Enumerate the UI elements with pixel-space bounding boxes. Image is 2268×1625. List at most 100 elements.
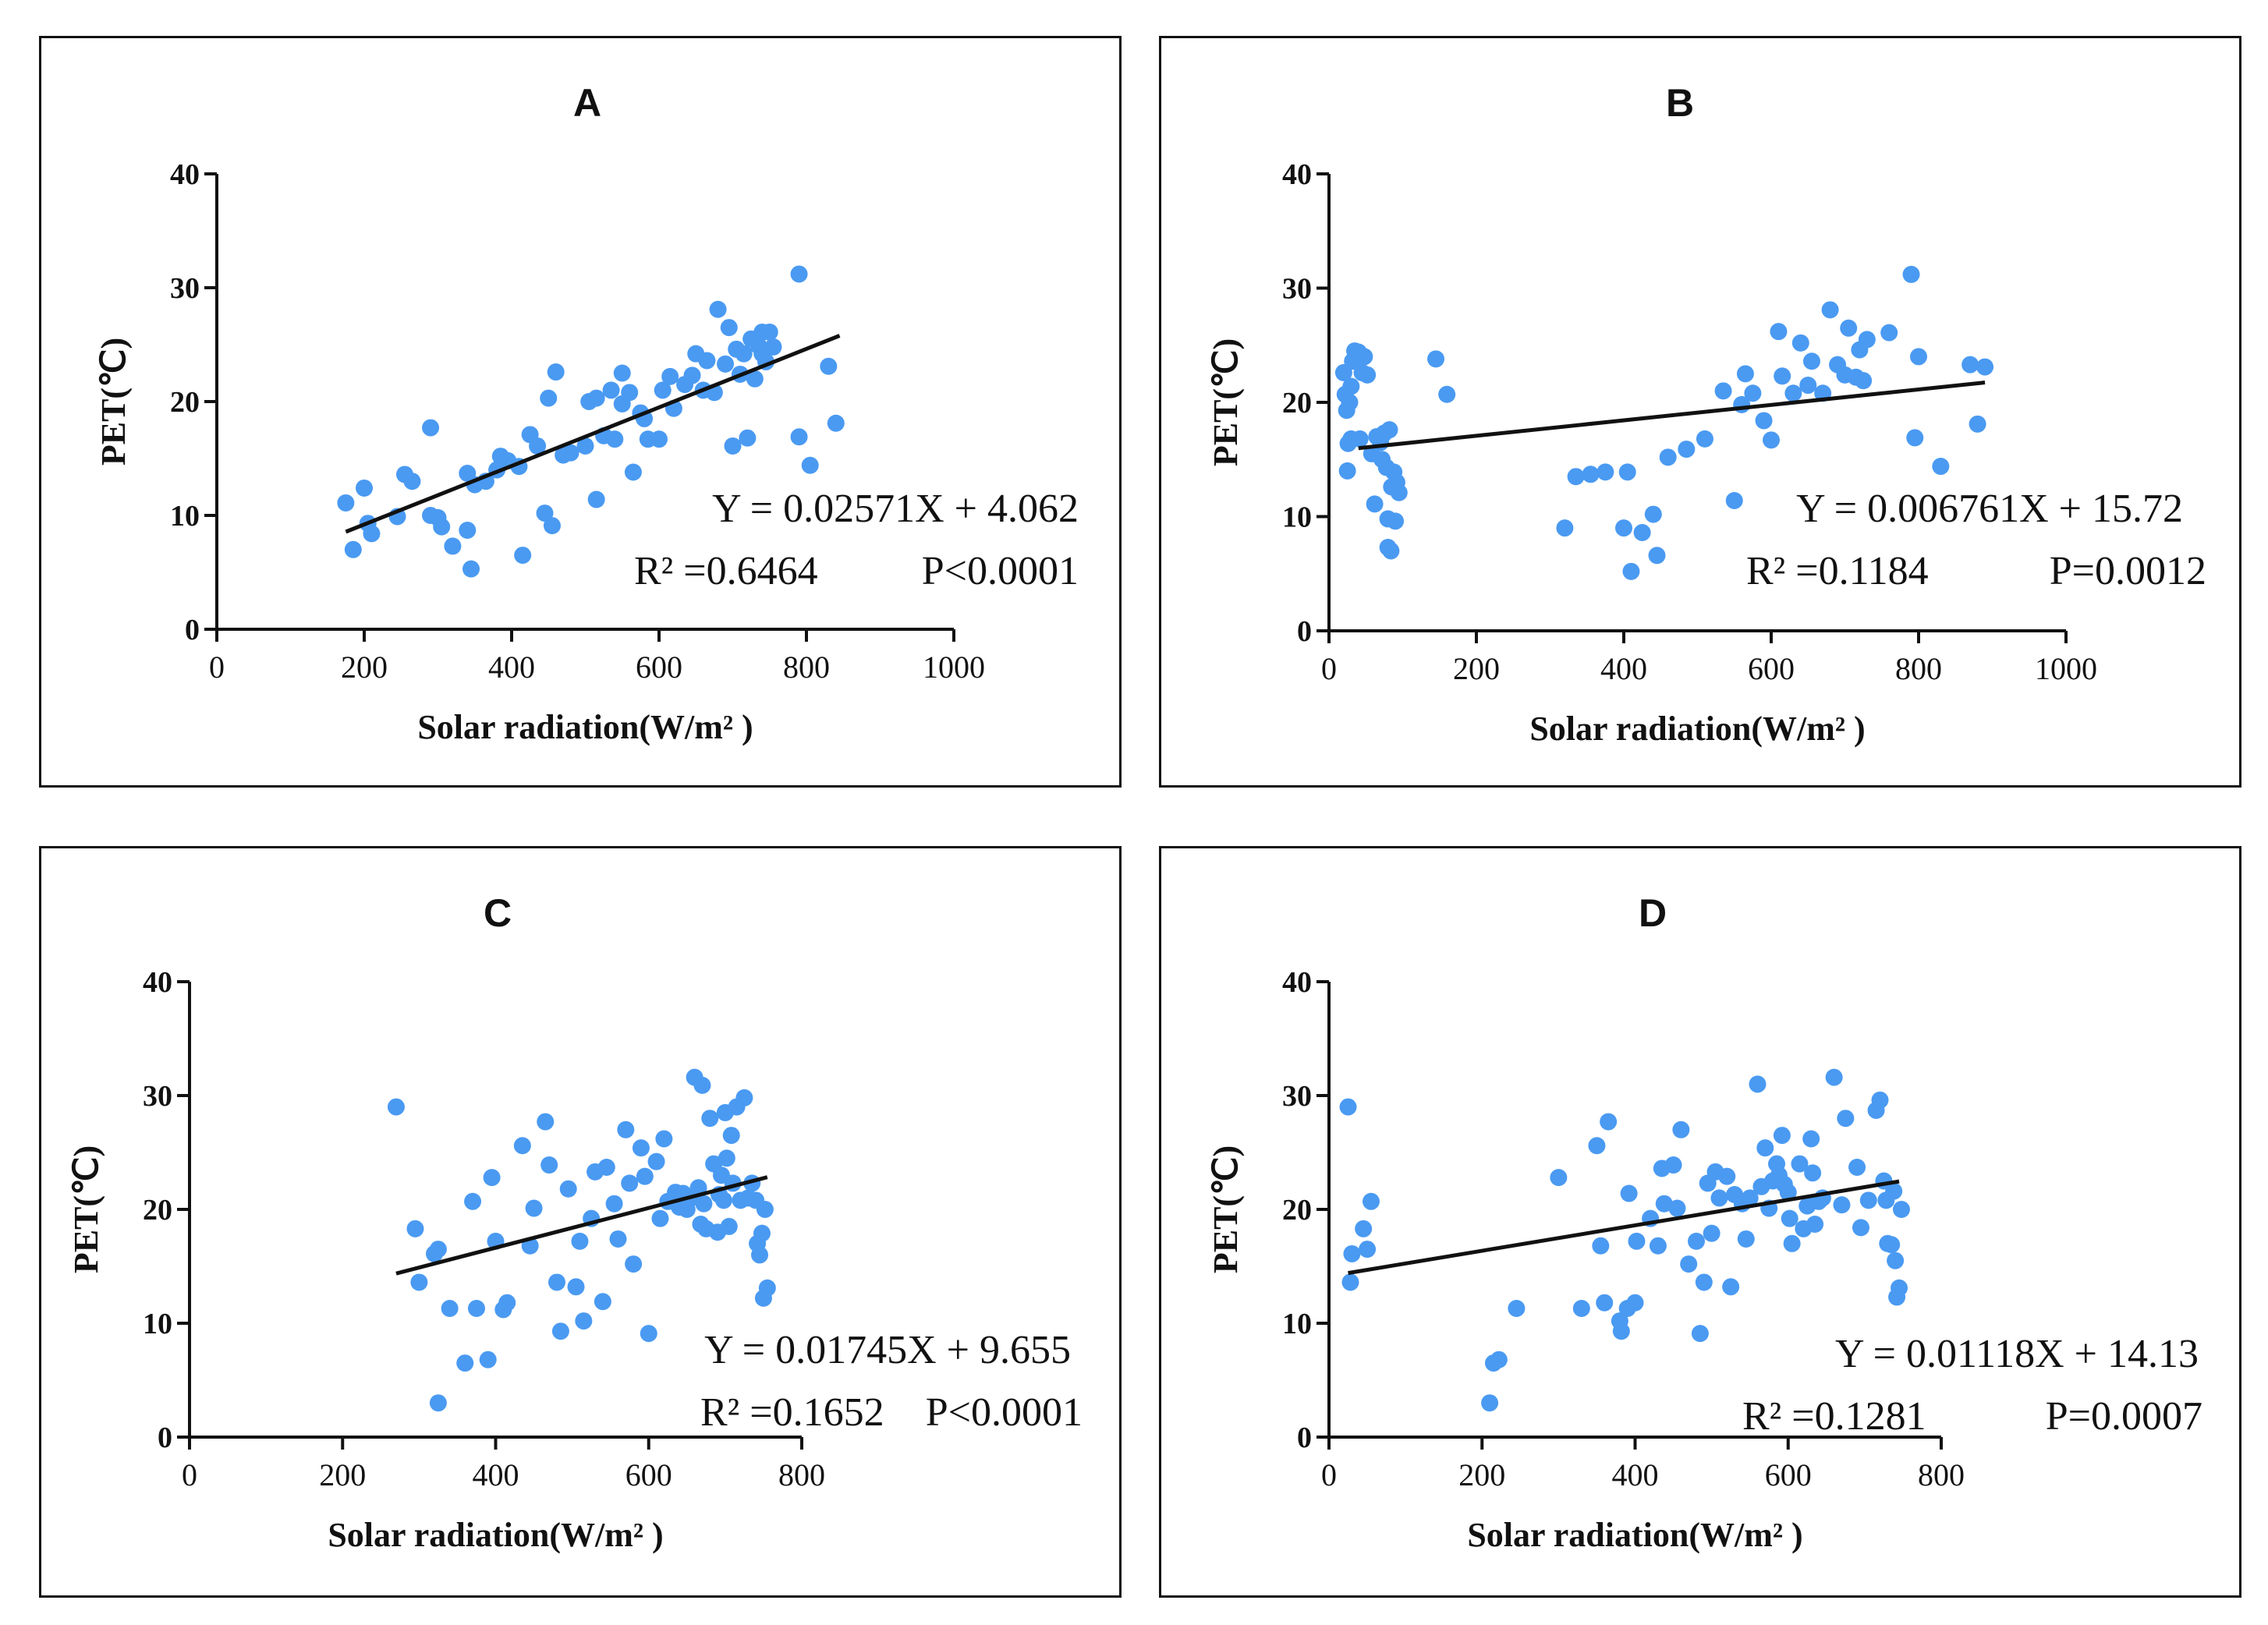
chart-panel-c: C 0 10 20 30 40 0 200 400 600 800 Solar radiation(W… xyxy=(39,846,1122,1598)
x-tick-label: 0 xyxy=(209,650,225,685)
data-point xyxy=(1741,1189,1759,1207)
data-point xyxy=(1821,301,1839,319)
data-point xyxy=(1359,366,1377,384)
data-point xyxy=(1659,448,1677,466)
x-tick-label: 400 xyxy=(1600,651,1647,686)
x-tick-label: 200 xyxy=(319,1457,366,1492)
data-point xyxy=(720,1217,738,1235)
data-point xyxy=(709,300,727,318)
data-point xyxy=(1802,352,1820,370)
data-point xyxy=(1892,1201,1910,1218)
x-tick-label: 600 xyxy=(625,1457,672,1492)
data-point xyxy=(498,1294,516,1312)
data-point xyxy=(735,1089,753,1106)
data-point xyxy=(1380,421,1398,439)
data-point xyxy=(650,430,668,448)
x-tick-label: 200 xyxy=(1453,651,1500,686)
y-tick-label: 0 xyxy=(1297,1421,1312,1454)
data-point xyxy=(1791,1155,1809,1173)
data-point xyxy=(576,437,594,455)
data-point xyxy=(537,1113,555,1131)
x-tick-label: 200 xyxy=(1458,1457,1505,1492)
data-point xyxy=(551,1322,569,1340)
y-tick-label: 10 xyxy=(143,1308,172,1340)
data-point xyxy=(1438,385,1456,403)
data-point xyxy=(1382,542,1400,560)
data-point xyxy=(1783,1234,1801,1252)
data-point xyxy=(654,381,672,399)
chart-title: A xyxy=(573,81,601,125)
data-point xyxy=(1668,1199,1686,1217)
data-point xyxy=(1582,466,1600,483)
data-point xyxy=(1648,547,1666,565)
x-tick-label: 600 xyxy=(1765,1457,1812,1492)
y-tick-label: 30 xyxy=(143,1080,172,1113)
data-point xyxy=(540,389,558,407)
data-point xyxy=(1567,468,1585,486)
chart-panel-b: B 0 10 20 30 40 0 200 400 600 800 1000 Solar radiati… xyxy=(1159,36,2241,788)
data-point xyxy=(1366,495,1384,513)
data-point xyxy=(1837,1110,1855,1128)
data-point xyxy=(1859,1191,1877,1209)
data-point xyxy=(1773,1127,1791,1145)
data-point xyxy=(1871,1091,1889,1109)
chart-panel-d: D 0 10 20 30 40 0 200 400 600 800 Solar radiation(W… xyxy=(1159,846,2241,1598)
data-point xyxy=(717,355,735,373)
data-point xyxy=(459,521,477,539)
p-value: P<0.0001 xyxy=(926,1390,1083,1435)
regression-equation: Y = 0.02571X + 4.062 xyxy=(712,487,1079,531)
data-point xyxy=(548,1273,565,1291)
data-point xyxy=(820,357,838,375)
data-point xyxy=(540,1156,558,1174)
data-point xyxy=(433,518,451,536)
data-point xyxy=(1622,562,1640,580)
data-point xyxy=(387,1098,405,1116)
data-point xyxy=(1618,463,1636,481)
data-point xyxy=(1612,1322,1630,1340)
data-point xyxy=(751,1246,769,1264)
data-point xyxy=(337,494,355,512)
y-tick-label: 10 xyxy=(1282,501,1312,534)
data-point xyxy=(547,363,565,381)
y-axis-label: PET(℃) xyxy=(94,338,133,466)
y-tick-label: 20 xyxy=(170,386,200,419)
data-point xyxy=(479,1351,497,1368)
data-point xyxy=(1744,384,1762,402)
x-axis-label: Solar radiation(W/m² ) xyxy=(328,1516,663,1554)
data-point xyxy=(661,367,679,385)
data-point xyxy=(1427,350,1445,368)
data-point xyxy=(605,1195,623,1213)
r-squared-value: R² =0.1281 xyxy=(1742,1394,1926,1439)
data-point xyxy=(609,1230,627,1248)
data-point xyxy=(1341,1273,1359,1291)
y-tick-label: 40 xyxy=(143,966,172,999)
chart-panel-a: A 0 10 20 30 40 0 200 400 600 800 1000 Solar radiati… xyxy=(39,36,1122,788)
data-point xyxy=(1644,505,1662,523)
regression-line xyxy=(395,1175,768,1276)
y-tick-label: 30 xyxy=(1282,1080,1312,1113)
data-point xyxy=(441,1300,459,1318)
y-axis-label: PET(℃) xyxy=(1207,338,1245,466)
data-point xyxy=(724,437,742,455)
data-point xyxy=(1885,1182,1903,1200)
data-point xyxy=(1825,1068,1843,1086)
data-point xyxy=(1770,323,1788,341)
data-point xyxy=(406,1220,424,1237)
r-squared-value: R² =0.1652 xyxy=(700,1390,884,1435)
data-point xyxy=(636,1167,654,1185)
data-point xyxy=(617,1121,635,1138)
x-tick-label: 0 xyxy=(1321,651,1337,686)
data-point xyxy=(756,1201,774,1218)
data-point xyxy=(718,1149,735,1167)
x-tick-label: 1000 xyxy=(923,650,985,685)
data-point xyxy=(651,1209,669,1227)
data-point xyxy=(613,364,631,382)
data-point xyxy=(1736,365,1754,383)
data-point xyxy=(462,560,480,578)
data-point xyxy=(1680,1255,1698,1273)
x-tick-label: 600 xyxy=(1748,651,1795,686)
data-point xyxy=(1649,1237,1667,1255)
data-point xyxy=(1910,348,1927,366)
data-point xyxy=(1763,431,1780,449)
data-point xyxy=(1481,1394,1499,1412)
